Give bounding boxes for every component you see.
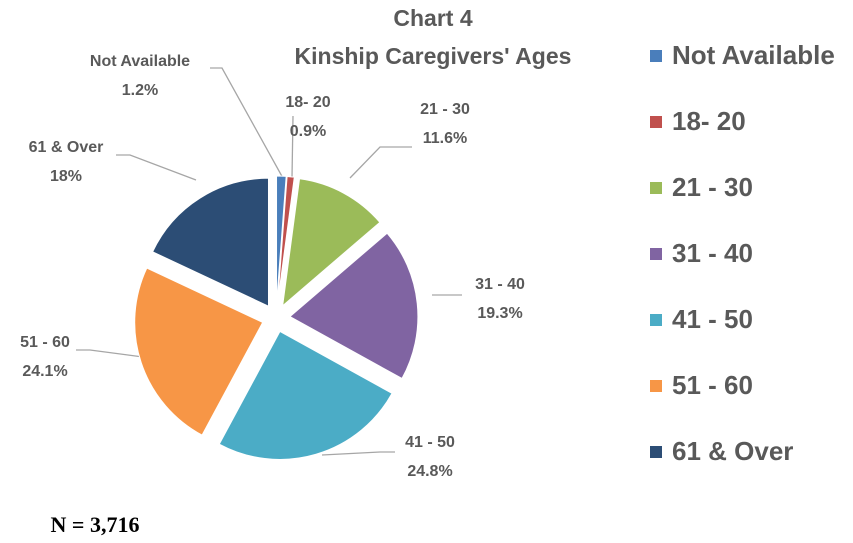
pie-slice [151, 177, 269, 307]
leader-line [210, 67, 285, 181]
data-label: 11.6% [423, 130, 467, 147]
pie-slice [289, 232, 419, 380]
data-label: 1.2% [122, 82, 158, 99]
pie-slice [276, 175, 295, 305]
leader-line [349, 146, 412, 179]
legend-label: 41 - 50 [672, 304, 753, 334]
data-label-name: 51 - 60 [20, 334, 70, 351]
annotation: N = 3,716 [51, 512, 140, 537]
data-label: 0.9% [290, 123, 326, 140]
data-label-name: 31 - 40 [475, 276, 525, 293]
leader-line [291, 115, 294, 179]
pie-slice [282, 178, 381, 307]
legend-swatch [650, 50, 662, 62]
leader-line [76, 349, 144, 358]
data-label-name: 21 - 30 [420, 101, 470, 118]
data-label-name: Not Available [90, 53, 190, 70]
legend-label: 61 & Over [672, 436, 793, 466]
data-label: 19.3% [477, 305, 522, 322]
legend-swatch [650, 182, 662, 194]
pie-slice [218, 330, 393, 460]
legend-swatch [650, 314, 662, 326]
legend-swatch [650, 446, 662, 458]
data-label: 24.8% [407, 463, 452, 480]
data-label-name: 41 - 50 [405, 434, 455, 451]
legend-label: 51 - 60 [672, 370, 753, 400]
data-label-name: 18- 20 [285, 94, 330, 111]
pie-slice [276, 175, 287, 305]
chart-title: Chart 4 [393, 5, 472, 31]
legend-label: 21 - 30 [672, 172, 753, 202]
legend-label: Not Available [672, 40, 835, 70]
pie-slice [134, 267, 264, 436]
data-label-name: 61 & Over [29, 139, 104, 156]
data-label: 24.1% [22, 363, 67, 380]
chart-subtitle: Kinship Caregivers' Ages [295, 43, 572, 69]
legend-swatch [650, 116, 662, 128]
data-label: 18% [50, 168, 82, 185]
legend-label: 18- 20 [672, 106, 746, 136]
legend-label: 31 - 40 [672, 238, 753, 268]
leader-line [116, 154, 197, 181]
leader-lines [76, 67, 462, 456]
leader-line [321, 451, 395, 456]
legend-swatch [650, 380, 662, 392]
legend-swatch [650, 248, 662, 260]
